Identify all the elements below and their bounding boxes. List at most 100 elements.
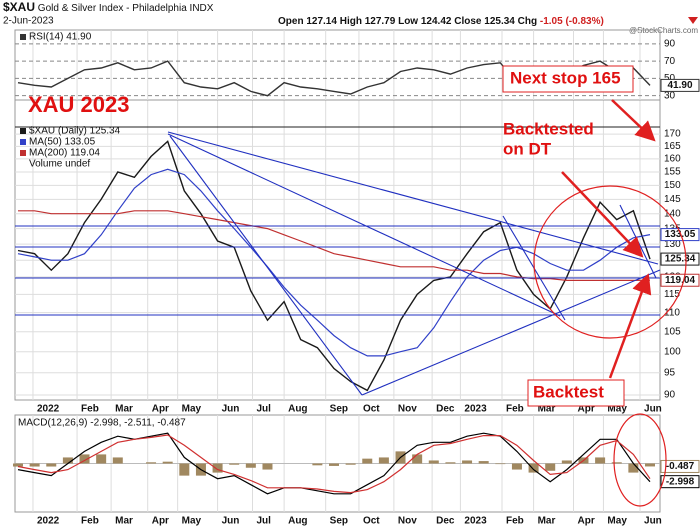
legend-swatch bbox=[20, 139, 26, 145]
x-tick-label: Feb bbox=[81, 404, 99, 415]
x-tick-label: Dec bbox=[436, 404, 455, 415]
series-line bbox=[17, 140, 651, 392]
histogram-bar bbox=[329, 463, 339, 466]
x-tick-label: Apr bbox=[577, 404, 594, 415]
histogram-bar bbox=[245, 463, 256, 468]
histogram-bar bbox=[528, 463, 539, 473]
histogram-bar bbox=[595, 457, 606, 464]
y-tick-label: 145 bbox=[664, 194, 681, 205]
value-box bbox=[660, 273, 700, 287]
x-tick-label: Mar bbox=[115, 404, 133, 415]
date: 2-Jun-2023 bbox=[3, 16, 54, 27]
quote-label: Open bbox=[278, 16, 304, 27]
x-tick-label: Feb bbox=[506, 404, 524, 415]
y-tick-label: 70 bbox=[664, 56, 676, 67]
histogram-bar bbox=[611, 462, 622, 464]
x-tick-label: 2022 bbox=[37, 404, 60, 415]
quote-label: High bbox=[340, 16, 362, 27]
histogram-bar bbox=[312, 463, 323, 466]
histogram-bar bbox=[511, 463, 522, 470]
x-tick-label: May bbox=[182, 404, 202, 415]
y-tick-label: 155 bbox=[664, 167, 681, 178]
y-tick-label: 105 bbox=[664, 326, 681, 337]
histogram-bar bbox=[229, 463, 240, 465]
histogram-bar bbox=[545, 463, 556, 471]
histogram-bar bbox=[428, 460, 439, 464]
histogram-bar bbox=[62, 457, 73, 464]
backtest-note: Backtest bbox=[533, 382, 604, 401]
histogram-bar bbox=[96, 454, 107, 464]
value-box bbox=[660, 228, 700, 242]
x-tick-label: Jun bbox=[644, 516, 662, 527]
series-line bbox=[17, 168, 651, 357]
value-box-label: 125.34 bbox=[665, 254, 696, 265]
histogram-bar bbox=[412, 454, 423, 464]
x-tick-label: Apr bbox=[577, 516, 594, 527]
x-tick-label: Nov bbox=[398, 516, 417, 527]
arrow bbox=[608, 273, 652, 379]
series-line bbox=[17, 432, 651, 495]
value-box bbox=[660, 78, 700, 92]
ticker: $XAU bbox=[3, 0, 35, 14]
y-tick-label: 165 bbox=[664, 141, 681, 152]
plot-layer: 2022 Feb Mar Apr May Jun Jul Aug Sep Oct Nov Dec 202… bbox=[13, 29, 700, 527]
x-tick-label: Nov bbox=[398, 404, 417, 415]
histogram-bar bbox=[462, 460, 473, 464]
histogram-bar bbox=[29, 463, 40, 467]
histogram-bar bbox=[445, 462, 456, 464]
note-line: on DT bbox=[503, 139, 552, 158]
quote-value: 127.14 bbox=[306, 16, 337, 27]
x-tick-label: Jun bbox=[222, 404, 240, 415]
x-tick-label: Aug bbox=[288, 516, 307, 527]
value-box-label: 119.04 bbox=[665, 275, 695, 286]
histogram-bar bbox=[79, 454, 90, 464]
arrow bbox=[561, 171, 644, 258]
histogram-bar bbox=[212, 463, 223, 473]
value-box-label: -2.998 bbox=[666, 476, 695, 487]
y-tick-label: 95 bbox=[664, 367, 676, 378]
x-tick-label: Sep bbox=[330, 516, 348, 527]
x-tick-label: Dec bbox=[436, 516, 455, 527]
trendline bbox=[167, 131, 659, 265]
y-tick-label: 170 bbox=[664, 129, 681, 140]
x-tick-label: Jul bbox=[257, 404, 272, 415]
histogram-bar bbox=[162, 461, 173, 464]
note-line: Backtested bbox=[503, 119, 594, 138]
x-tick-label: Aug bbox=[288, 404, 307, 415]
quote-label: Chg bbox=[518, 16, 537, 27]
value-box-label: -0.487 bbox=[666, 461, 695, 472]
histogram-bar bbox=[561, 460, 572, 464]
x-tick-label: Apr bbox=[152, 404, 169, 415]
x-tick-label: May bbox=[182, 516, 202, 527]
x-tick-label: 2023 bbox=[464, 516, 487, 527]
histogram-bar bbox=[628, 463, 639, 473]
legend-label: $XAU (Daily) 125.34 bbox=[29, 126, 121, 137]
x-tick-label: May bbox=[607, 404, 627, 415]
y-tick-label: 115 bbox=[664, 289, 680, 300]
y-tick-label: 110 bbox=[664, 307, 680, 318]
x-tick-label: Jul bbox=[257, 516, 272, 527]
y-tick-label: 100 bbox=[664, 346, 681, 357]
x-tick-label: Jun bbox=[222, 516, 240, 527]
value-box-label: 133.05 bbox=[665, 229, 696, 240]
y-tick-label: 160 bbox=[664, 154, 681, 165]
target-box bbox=[502, 65, 634, 93]
x-tick-label: Mar bbox=[538, 404, 556, 415]
quote-label: Low bbox=[398, 16, 418, 27]
quote-value: 125.34 bbox=[484, 16, 515, 27]
x-tick-label: Apr bbox=[152, 516, 169, 527]
histogram-bar bbox=[13, 463, 23, 467]
histogram-bar bbox=[378, 457, 389, 464]
y-tick-label: 140 bbox=[664, 208, 681, 219]
histogram-bar bbox=[179, 463, 190, 476]
highlight-circle bbox=[533, 185, 687, 339]
x-tick-label: Feb bbox=[81, 516, 99, 527]
trendline bbox=[361, 269, 661, 396]
arrows bbox=[561, 99, 656, 379]
legend-label: MA(200) 119.04 bbox=[29, 148, 100, 159]
arrow bbox=[611, 99, 656, 142]
value-box bbox=[660, 459, 700, 473]
header-title: $XAU Gold & Silver Index - Philadelphia … bbox=[3, 0, 214, 14]
legend-swatch bbox=[20, 128, 26, 134]
